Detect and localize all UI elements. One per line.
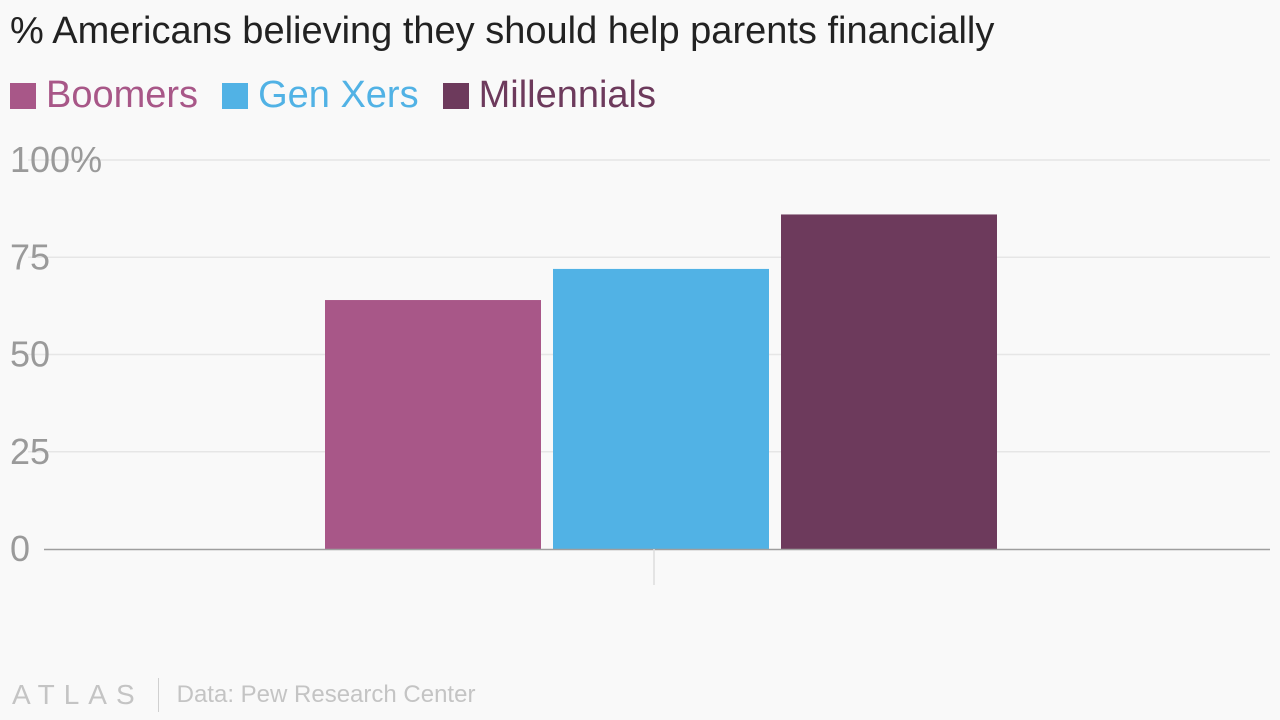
footer: ATLAS Data: Pew Research Center xyxy=(12,678,475,712)
bar-boomers xyxy=(325,300,541,549)
atlas-logo: ATLAS xyxy=(12,679,144,710)
legend: Boomers Gen Xers Millennials xyxy=(10,74,680,117)
legend-item-boomers: Boomers xyxy=(10,74,198,117)
legend-item-millennials: Millennials xyxy=(442,74,656,117)
legend-swatch-millennials xyxy=(442,82,469,109)
y-tick-label-100: 100% xyxy=(10,139,102,180)
footer-separator xyxy=(157,678,159,712)
legend-swatch-gen-xers xyxy=(222,82,249,109)
bar-millennials xyxy=(781,214,997,549)
chart-title: % Americans believing they should help p… xyxy=(10,10,995,52)
y-tick-label-25: 25 xyxy=(10,431,50,472)
data-source: Data: Pew Research Center xyxy=(176,681,476,708)
legend-label-millennials: Millennials xyxy=(478,74,656,116)
y-tick-label-50: 50 xyxy=(10,334,50,375)
legend-swatch-boomers xyxy=(10,82,36,109)
legend-item-gen-xers: Gen Xers xyxy=(222,74,419,117)
legend-label-gen-xers: Gen Xers xyxy=(258,74,419,116)
legend-label-boomers: Boomers xyxy=(46,74,199,116)
y-tick-label-75: 75 xyxy=(10,236,50,277)
y-tick-label-0: 0 xyxy=(10,528,30,569)
bar-gen-xers xyxy=(553,268,769,549)
